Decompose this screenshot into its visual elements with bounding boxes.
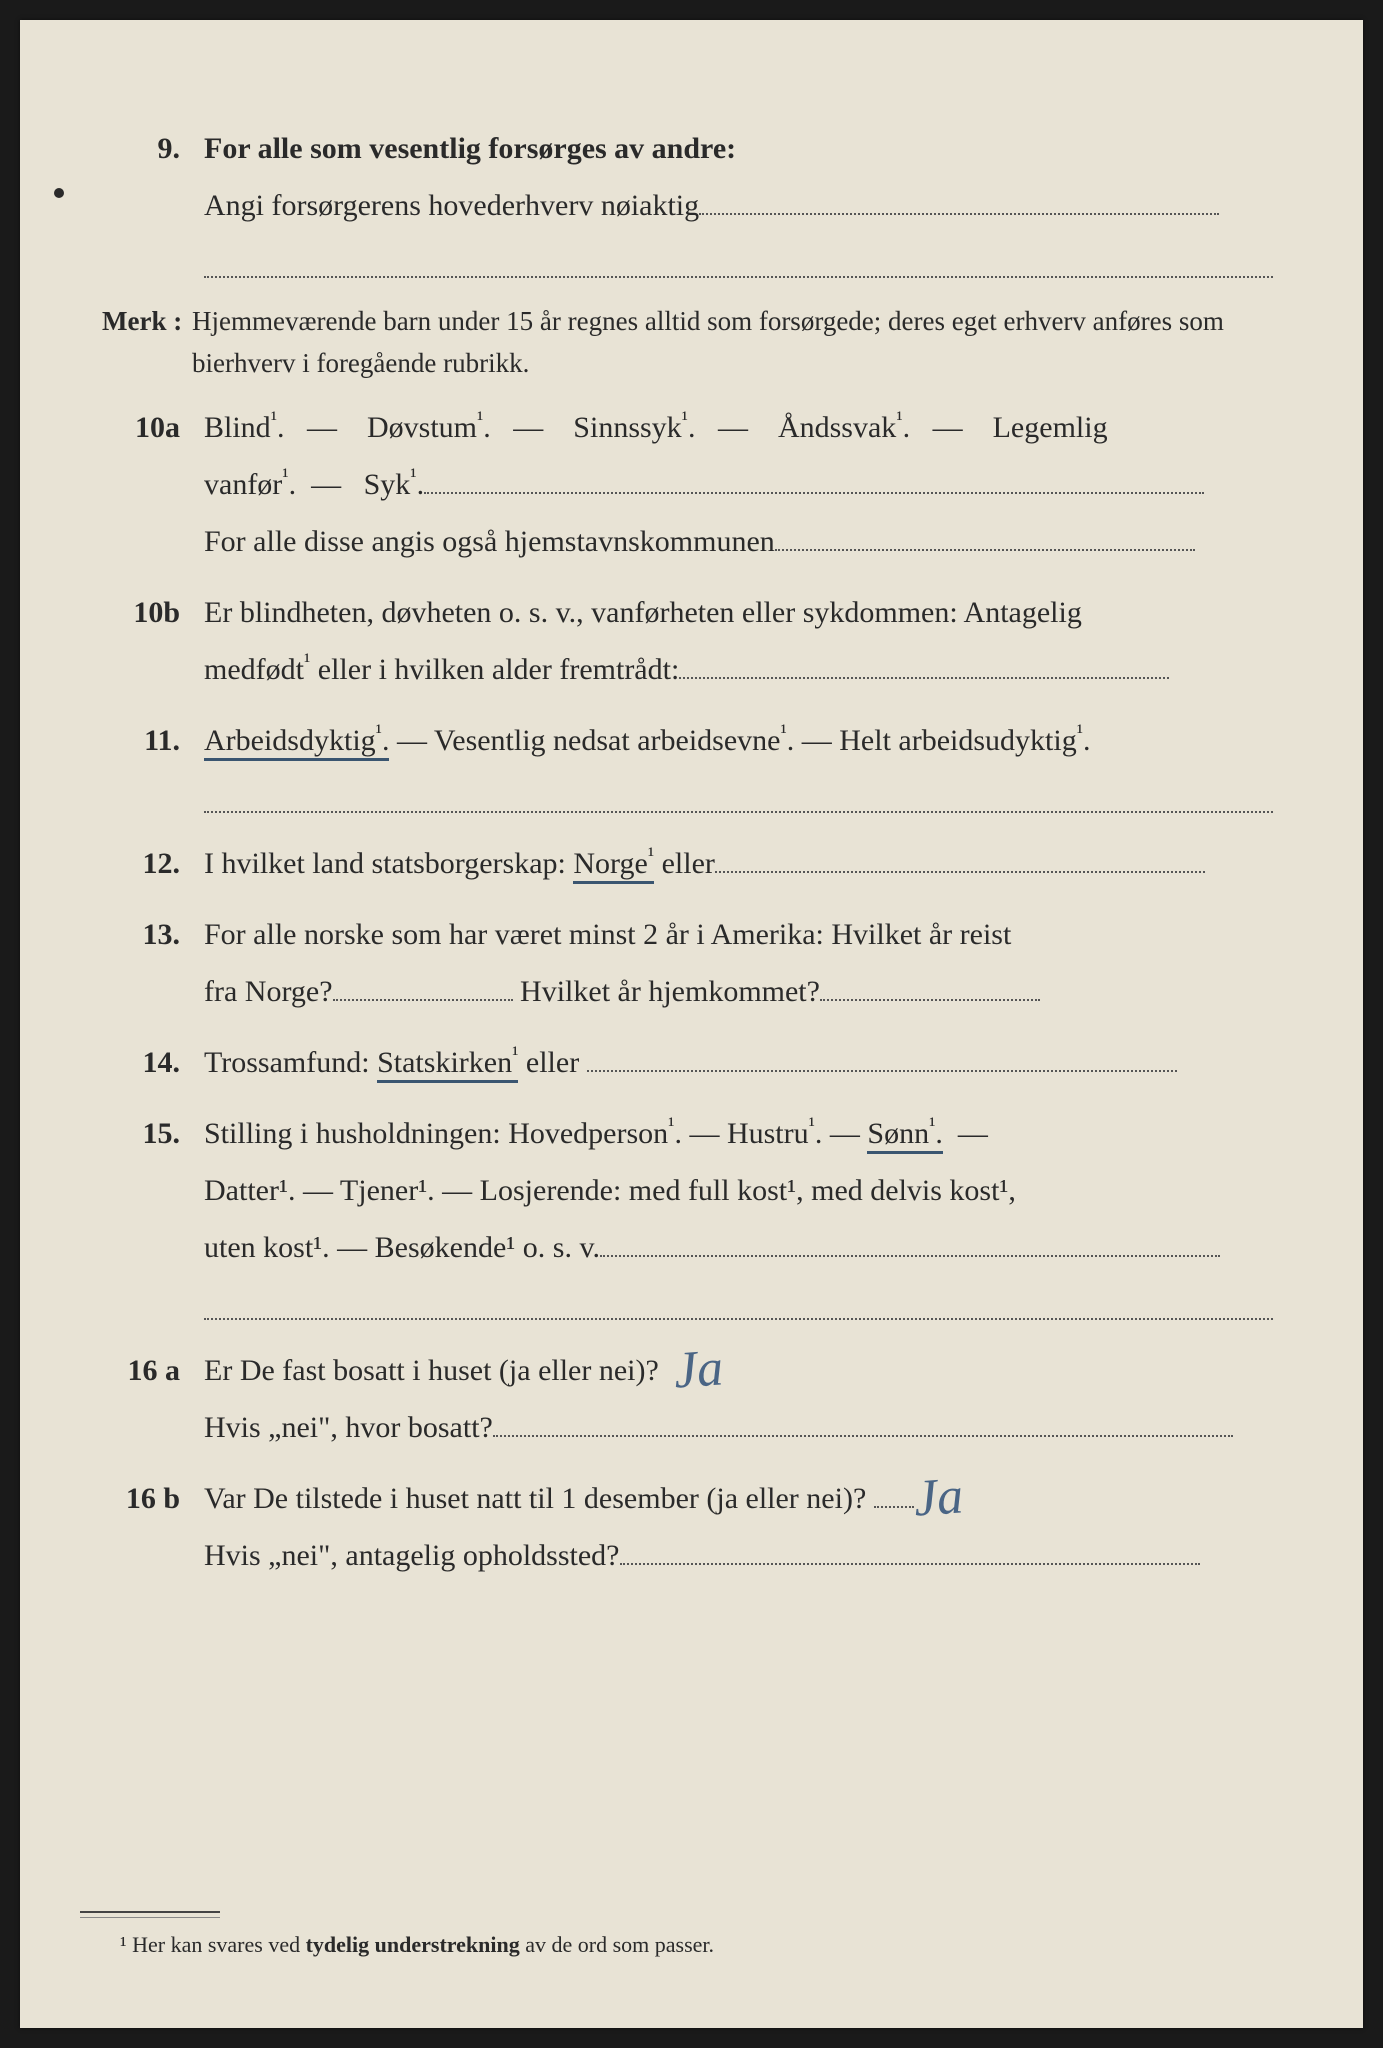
q9-line1: For alle som vesentlig forsørges av andr… [204, 132, 736, 165]
q10b-medfodt: medfødt [204, 653, 304, 686]
question-13: 13. For alle norske som har været minst … [90, 906, 1273, 1020]
q15-number: 15. [90, 1105, 204, 1162]
document-page: 9. For alle som vesentlig forsørges av a… [20, 20, 1363, 2028]
fill-line [333, 972, 513, 1001]
q11-mid: — Vesentlig nedsat arbeidsevne [389, 724, 780, 757]
q13-line2a: fra Norge? [204, 975, 333, 1008]
question-10a: 10a Blind¹. — Døvstum¹. — Sinnssyk¹. — Å… [90, 399, 1273, 570]
opt-legemlig: Legemlig [993, 411, 1108, 444]
q14-body: Trossamfund: Statskirken¹ eller [204, 1034, 1273, 1091]
merk-text: Hjemmeværende barn under 15 år regnes al… [192, 301, 1273, 385]
opt-sonn-selected: Sønn¹. [867, 1117, 942, 1154]
question-11: 11. Arbeidsdyktig¹. — Vesentlig nedsat a… [90, 712, 1273, 813]
footnote: ¹ Her kan svares ved tydelig understrekn… [120, 1932, 714, 1958]
q9-number: 9. [90, 120, 204, 177]
footnote-post: av de ord som passer. [520, 1932, 714, 1957]
q14-number: 14. [90, 1034, 204, 1091]
opt-sinnssyk: Sinnssyk [573, 411, 681, 444]
q13-line2b: Hvilket år hjemkommet? [513, 975, 820, 1008]
form-content: 9. For alle som vesentlig forsørges av a… [20, 20, 1363, 1658]
question-16a: 16 a Er De fast bosatt i huset (ja eller… [90, 1342, 1273, 1456]
q14-post: eller [518, 1046, 586, 1079]
q16b-answer: Ja [913, 1486, 963, 1510]
q16a-number: 16 a [90, 1342, 204, 1399]
q9-body: For alle som vesentlig forsørges av andr… [204, 120, 1273, 278]
footnote-bold: tydelig understrekning [306, 1932, 520, 1957]
fill-line [204, 809, 1273, 813]
q13-line1: For alle norske som har været minst 2 år… [204, 918, 1011, 951]
opt-blind: Blind [204, 411, 271, 444]
q9-line2: Angi forsørgerens hovederhverv nøiaktig [204, 189, 699, 222]
fill-line [493, 1408, 1233, 1437]
q16b-number: 16 b [90, 1470, 204, 1527]
fill-line [679, 650, 1169, 679]
footnote-pre: Her kan svares ved [127, 1932, 306, 1957]
fill-line [620, 1536, 1200, 1565]
fill-line [424, 465, 1204, 494]
q13-number: 13. [90, 906, 204, 963]
q15-line3: uten kost¹. — Besøkende¹ o. s. v. [204, 1231, 600, 1264]
opt-statskirken-selected: Statskirken¹ [377, 1046, 518, 1083]
merk-note: Merk : Hjemmeværende barn under 15 år re… [90, 296, 1273, 385]
opt-hustru: Hustru [727, 1117, 809, 1150]
q16a-answer: Ja [673, 1358, 723, 1382]
q11-number: 11. [90, 712, 204, 769]
q11-body: Arbeidsdyktig¹. — Vesentlig nedsat arbei… [204, 712, 1273, 813]
opt-norge-selected: Norge¹ [573, 847, 654, 884]
question-12: 12. I hvilket land statsborgerskap: Norg… [90, 835, 1273, 892]
opt-arbeidsdyktig-selected: Arbeidsdyktig¹. [204, 724, 389, 761]
fill-line [204, 274, 1273, 278]
fill-line [874, 1479, 914, 1508]
q15-body: Stilling i husholdningen: Hovedperson¹. … [204, 1105, 1273, 1320]
merk-label: Merk : [90, 296, 192, 347]
fill-line [820, 972, 1040, 1001]
question-15: 15. Stilling i husholdningen: Hovedperso… [90, 1105, 1273, 1320]
opt-syk: Syk [364, 468, 411, 501]
footnote-rule [80, 1911, 220, 1918]
opt-vanfor: vanfør [204, 468, 282, 501]
question-16b: 16 b Var De tilstede i huset natt til 1 … [90, 1470, 1273, 1584]
q16b-body: Var De tilstede i huset natt til 1 desem… [204, 1470, 1273, 1584]
q16a-body: Er De fast bosatt i huset (ja eller nei)… [204, 1342, 1273, 1456]
question-14: 14. Trossamfund: Statskirken¹ eller [90, 1034, 1273, 1091]
fill-line [600, 1228, 1220, 1257]
q10b-line1: Er blindheten, døvheten o. s. v., vanfør… [204, 596, 1082, 629]
q10a-body: Blind¹. — Døvstum¹. — Sinnssyk¹. — Åndss… [204, 399, 1273, 570]
fill-line [204, 1316, 1273, 1320]
q16b-sub: Hvis „nei", antagelig opholdssted? [204, 1539, 620, 1572]
q10b-number: 10b [90, 584, 204, 641]
fill-line [699, 186, 1219, 215]
question-9: 9. For alle som vesentlig forsørges av a… [90, 120, 1273, 278]
q15-pre: Stilling i husholdningen: Hovedperson [204, 1117, 668, 1150]
q11-end: — Helt arbeidsudyktig [794, 724, 1076, 757]
q12-body: I hvilket land statsborgerskap: Norge¹ e… [204, 835, 1273, 892]
q10b-body: Er blindheten, døvheten o. s. v., vanfør… [204, 584, 1273, 698]
q16a-sub: Hvis „nei", hvor bosatt? [204, 1411, 493, 1444]
fill-line [775, 522, 1195, 551]
q12-post: eller [654, 847, 715, 880]
ink-dot [54, 188, 64, 198]
opt-andssvak: Åndssvak [778, 411, 896, 444]
q14-pre: Trossamfund: [204, 1046, 377, 1079]
q13-body: For alle norske som har været minst 2 år… [204, 906, 1273, 1020]
q10a-line3: For alle disse angis også hjemstavnskomm… [204, 525, 775, 558]
q12-pre: I hvilket land statsborgerskap: [204, 847, 573, 880]
q10a-number: 10a [90, 399, 204, 456]
question-10b: 10b Er blindheten, døvheten o. s. v., va… [90, 584, 1273, 698]
q15-line2: Datter¹. — Tjener¹. — Losjerende: med fu… [204, 1174, 1016, 1207]
q12-number: 12. [90, 835, 204, 892]
q16a-q: Er De fast bosatt i huset (ja eller nei)… [204, 1354, 659, 1387]
q16b-q: Var De tilstede i huset natt til 1 desem… [204, 1482, 866, 1515]
fill-line [715, 844, 1205, 873]
footnote-marker: ¹ [120, 1932, 127, 1957]
opt-dovstum: Døvstum [367, 411, 477, 444]
fill-line [587, 1043, 1177, 1072]
q10b-line2b: eller i hvilken alder fremtrådt: [310, 653, 679, 686]
